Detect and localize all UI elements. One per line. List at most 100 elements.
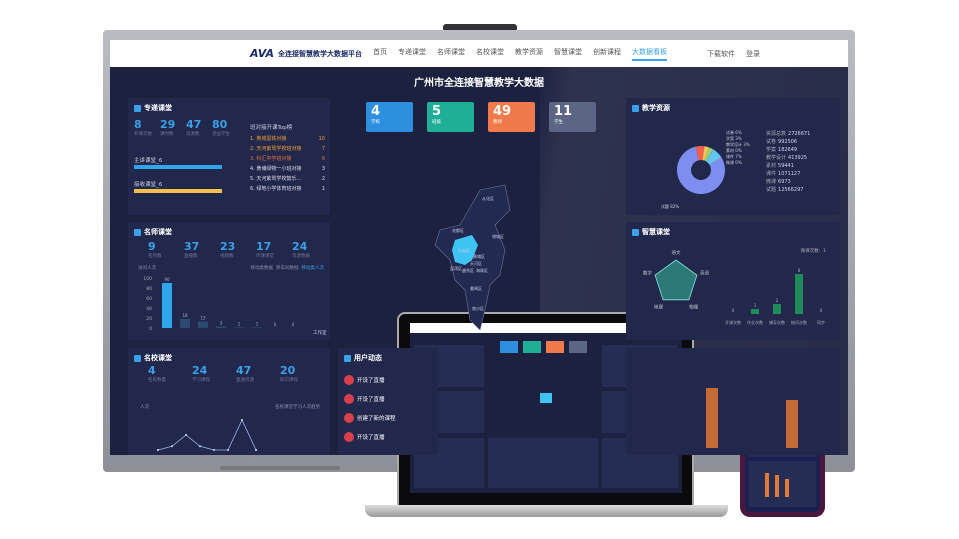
district-label: 花都区 [452, 227, 464, 233]
radar-area [654, 259, 698, 301]
trend-line-chart [157, 419, 257, 451]
panel-resources: 教学资源 试题 82% 试卷 6% 学案 3% 教学设计 3% 素材 0% 课件 7% 微课… [626, 98, 840, 215]
stat-value: 4 [148, 364, 156, 377]
pie-label: 微课 0% [726, 159, 742, 165]
stat-value: 20 [280, 364, 296, 377]
bar[interactable] [216, 326, 226, 329]
main-class-bar [134, 165, 222, 169]
nav-item[interactable]: 智慧课堂 [554, 47, 583, 56]
stat: 17 听课课堂 [256, 240, 274, 259]
district-label: 黄埔区 [473, 253, 485, 259]
y-tick: 60 [146, 296, 152, 302]
rank-name: 4. 黄埔绿物一小班对接 [250, 166, 302, 172]
panel-title: 教学资源 [642, 104, 670, 112]
laptop-panel [488, 438, 598, 488]
rank-row[interactable]: 3. 科汇中学班对接 6 [250, 154, 325, 164]
pie-slice[interactable] [677, 146, 725, 194]
bar-value-label: 0 [274, 322, 277, 327]
bar[interactable] [234, 327, 244, 329]
y-axis-label: 人次 [140, 405, 149, 410]
pie-slice[interactable] [705, 149, 714, 162]
rank-row[interactable]: 4. 黄埔绿物一小班对接 3 [250, 164, 325, 174]
bar-value-label: 3 [220, 321, 223, 326]
total-value: 182649 [778, 147, 798, 153]
resource-total: 课件 1071127 [766, 170, 810, 178]
summary-card[interactable]: 11 学生 [549, 102, 596, 132]
bar-value-label: 1 [754, 303, 757, 308]
bar-value-label: 1 [238, 322, 241, 327]
pie-label: 课件 7% [726, 153, 742, 159]
trend-line [157, 419, 257, 451]
summary-card[interactable]: 4 学校 [366, 102, 413, 132]
panel-smart-classroom: 智慧课堂 微课次数：1 语文 英语 物理 地理 数学 0 开课次数 1 作业次数 2 辅导次数 8 抽… [626, 222, 840, 340]
avatar [344, 393, 354, 404]
activity-item[interactable]: 开设了直播 [344, 370, 396, 389]
document-icon [134, 354, 141, 362]
stat: 24 资源数据 [292, 240, 310, 259]
chart-tab[interactable]: 移动类人次 [301, 266, 325, 271]
nav-item[interactable]: 创新课程 [593, 47, 622, 56]
pie-slice[interactable] [709, 156, 722, 165]
stat: 80 受益学生 [212, 118, 230, 137]
download-link[interactable]: 下载软件 [707, 49, 736, 58]
map-highlight-district[interactable] [452, 235, 478, 265]
bar[interactable] [252, 327, 262, 329]
total-label: 微课 [766, 179, 777, 185]
nav-item[interactable]: 专递课堂 [398, 47, 427, 56]
bar-value-label: 8 [798, 268, 801, 273]
pin-icon [632, 228, 639, 236]
district-label: 从化区 [482, 195, 494, 201]
monitor-speaker [220, 466, 340, 470]
rank-row[interactable]: 6. 绿地小学体育班对接 1 [250, 184, 325, 194]
card-value: 11 [554, 104, 573, 119]
bar-value-label: 13 [200, 316, 206, 321]
rank-row[interactable]: 2. 天河紫鸳学校班对接 7 [250, 144, 325, 154]
activity-text: 开设了直播 [357, 434, 385, 441]
pie-label: 素材 0% [726, 147, 742, 153]
pie-slice[interactable] [695, 146, 705, 161]
rank-row[interactable]: 1. 英城蛋铁对接 10 [250, 134, 325, 144]
rank-row[interactable]: 5. 天河紫鸳学校鼓乐... 2 [250, 174, 325, 184]
card-value: 4 [371, 104, 381, 119]
chart-tab[interactable]: 移动类数据 [250, 266, 274, 271]
activity-text: 创建了新的课程 [357, 415, 396, 422]
bar[interactable] [162, 283, 172, 328]
rank-name: 1. 英城蛋铁对接 [250, 136, 287, 142]
total-value: 12566297 [778, 187, 804, 193]
brand-logo[interactable]: AVA 全连接智慧教学大数据平台 [250, 47, 362, 60]
pie-slice[interactable] [704, 147, 713, 162]
activity-item[interactable]: 开设了直播 [344, 389, 396, 408]
summary-card[interactable]: 49 教师 [488, 102, 535, 132]
stat-value: 80 [212, 118, 228, 131]
summary-card[interactable]: 5 班级 [427, 102, 474, 132]
stat-value: 29 [160, 118, 176, 131]
stat-value: 24 [292, 240, 308, 253]
phone-bar [775, 475, 779, 497]
district-label: 番禺区 [470, 285, 482, 291]
bar-value-label: 2 [776, 298, 779, 303]
rank-name: 2. 天河紫鸳学校班对接 [250, 146, 302, 152]
bar[interactable] [198, 321, 208, 329]
total-label: 课件 [766, 171, 777, 177]
pie-slice[interactable] [702, 146, 709, 161]
bar[interactable] [795, 274, 803, 314]
nav-item[interactable]: 大数据看板 [632, 47, 668, 61]
nav-item[interactable]: 名师课堂 [437, 47, 466, 56]
bar[interactable] [180, 319, 190, 328]
total-value: 992506 [778, 139, 798, 145]
logo-mark: AVA [250, 47, 275, 60]
stat-label: 视频数 [220, 254, 234, 259]
nav-item[interactable]: 首页 [373, 47, 388, 56]
chart-tab[interactable]: 移车间数据 [276, 266, 299, 271]
bar[interactable] [773, 304, 781, 314]
login-link[interactable]: 登录 [746, 49, 761, 58]
activity-item[interactable]: 开设了直播 [344, 427, 396, 446]
laptop-card [546, 341, 564, 353]
nav-item[interactable]: 教学资源 [515, 47, 544, 56]
pie-slice[interactable] [706, 149, 721, 165]
bar[interactable] [751, 309, 759, 314]
nav-item[interactable]: 名校课堂 [476, 47, 505, 56]
activity-item[interactable]: 创建了新的课程 [344, 408, 396, 427]
stat-label: 名校数量 [148, 378, 166, 383]
